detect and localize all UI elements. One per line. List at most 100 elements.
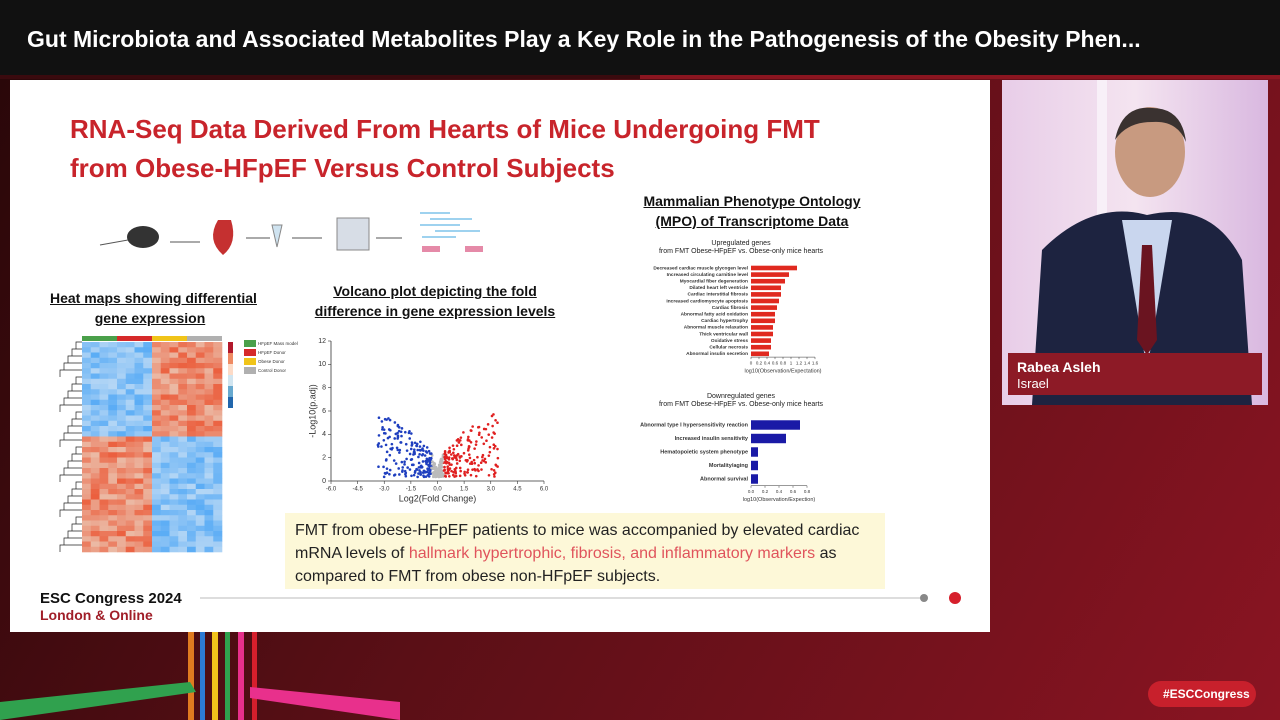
point-decor (380, 445, 383, 448)
point-decor (469, 441, 473, 444)
heatmap-cell (152, 546, 162, 553)
volcano-points (376, 413, 500, 479)
point-decor (474, 443, 478, 446)
heatmap-cell (169, 357, 179, 364)
heatmap-cell (178, 342, 188, 348)
heatmap-cell (195, 405, 205, 411)
heatmap-cell (117, 378, 127, 385)
heatmap-cell (195, 546, 205, 553)
heatmap-cell (213, 378, 223, 385)
heatmap-cell (187, 399, 197, 406)
heatmap-cell (82, 525, 92, 532)
heatmap-cell (143, 399, 153, 406)
heatmap-cell (213, 389, 223, 395)
category-label: Mortality/aging (709, 463, 748, 469)
heatmap-cell (90, 494, 100, 500)
heatmap-cell (213, 515, 223, 521)
hair (1115, 107, 1186, 142)
heatmap-cell (82, 515, 92, 521)
point-decor (410, 474, 413, 478)
heatmap-cell (108, 452, 118, 458)
heatmap-cell (160, 525, 170, 532)
bar (751, 292, 781, 297)
dendrogram (71, 418, 82, 426)
point-decor (423, 454, 427, 457)
heatmap-cell (187, 426, 197, 432)
dendrogram (63, 397, 82, 405)
heatmap-cell (117, 536, 127, 542)
point-decor (384, 432, 387, 435)
point-decor (486, 423, 490, 426)
point-decor (431, 460, 434, 464)
heatmap-cell (195, 384, 205, 390)
dendrogram (59, 404, 82, 412)
heatmap-cell (117, 436, 127, 443)
heatmap-cell (99, 478, 109, 485)
heatmap-cell (169, 483, 179, 490)
point-decor (399, 430, 403, 434)
color-scale (228, 353, 233, 364)
dendrogram (67, 495, 82, 503)
point-decor (435, 474, 438, 478)
point-decor (460, 443, 463, 447)
legend-swatch (244, 367, 256, 374)
heatmap-cell (117, 420, 127, 427)
heatmap-cell (143, 510, 153, 516)
heatmap-cell (143, 499, 153, 506)
heatmap-cell (152, 431, 162, 437)
heatmap-cell (213, 352, 223, 359)
heatmap-cell (160, 520, 170, 527)
point-decor (399, 441, 403, 444)
heatmap-cell (125, 347, 135, 353)
caption-text: as compared to FMT from obese non-HFpEF … (295, 545, 837, 585)
heatmap-cell (143, 384, 153, 390)
point-decor (458, 456, 462, 459)
dendrogram (59, 544, 82, 552)
heatmap-cell (99, 389, 109, 395)
heatmap-cell (169, 531, 179, 537)
heatmap-cell (125, 525, 135, 532)
heatmap-cell (90, 510, 100, 516)
heatmap-cell (108, 536, 118, 542)
heatmap-cell (204, 441, 214, 448)
heatmap-cell (187, 447, 197, 453)
heatmap-cell (82, 468, 92, 474)
heatmap-cell (125, 357, 135, 364)
heatmap-cell (99, 452, 109, 458)
heatmap-cell (152, 457, 162, 464)
heatmap-cell (169, 347, 179, 353)
heatmap-cell (160, 483, 170, 490)
point-decor (425, 457, 429, 461)
heatmap-cell (134, 541, 144, 548)
group-bar (187, 336, 222, 341)
stripe (212, 632, 218, 720)
category-label: Cellular necrosis (709, 344, 748, 350)
point-decor (470, 429, 473, 432)
heatmap-cell (125, 368, 135, 374)
heatmap-cell (117, 494, 127, 500)
heatmap-cell (195, 468, 205, 474)
point-decor (444, 459, 447, 463)
heatmap-cell (125, 510, 135, 516)
heatmap-cell (90, 478, 100, 485)
heatmap-cell (108, 462, 118, 469)
heatmap-cell (169, 525, 179, 532)
point-decor (493, 475, 496, 478)
event-name: ESC Congress 2024 (40, 590, 182, 607)
dendrogram (75, 516, 82, 524)
heatmap-cell (152, 373, 162, 380)
x-tick-label: 3.0 (487, 487, 496, 493)
heatmap-cell (178, 447, 188, 453)
point-decor (443, 450, 447, 453)
bar (751, 331, 773, 337)
heatmap-cell (125, 352, 135, 359)
tube-icon (271, 224, 283, 248)
heatmap-cell (213, 468, 223, 474)
heatmap-cell (90, 373, 100, 380)
heatmap-cell (178, 389, 188, 395)
heatmap-cell (108, 399, 118, 406)
point-decor (453, 468, 457, 472)
point-decor (387, 417, 390, 420)
point-decor (409, 447, 413, 451)
point-decor (479, 461, 483, 465)
